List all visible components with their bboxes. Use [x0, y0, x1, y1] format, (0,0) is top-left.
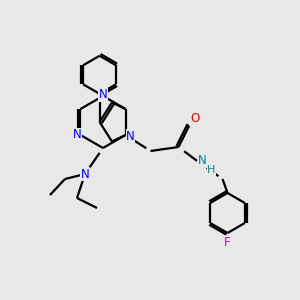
Text: N: N	[99, 88, 107, 101]
Text: N: N	[73, 128, 82, 142]
Text: O: O	[190, 112, 199, 125]
Text: N: N	[126, 130, 135, 142]
Text: N: N	[198, 154, 207, 167]
Text: H: H	[207, 165, 216, 175]
Text: N: N	[81, 167, 89, 181]
Text: F: F	[224, 236, 231, 248]
